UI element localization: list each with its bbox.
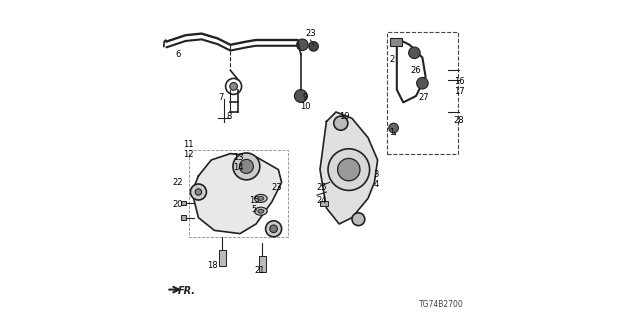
Circle shape	[270, 225, 278, 233]
Text: 28: 28	[454, 116, 465, 124]
Text: 3: 3	[373, 170, 379, 179]
Text: 25: 25	[316, 183, 327, 192]
Text: 2: 2	[389, 55, 395, 64]
Circle shape	[230, 83, 237, 90]
Text: 17: 17	[454, 87, 465, 96]
Ellipse shape	[255, 195, 268, 203]
Circle shape	[338, 158, 360, 181]
Text: 6: 6	[175, 50, 180, 59]
FancyBboxPatch shape	[219, 250, 226, 266]
Text: 4: 4	[373, 180, 379, 188]
Text: 24: 24	[316, 196, 327, 204]
Circle shape	[334, 116, 348, 130]
Circle shape	[266, 221, 282, 237]
Ellipse shape	[258, 196, 264, 200]
Text: 7: 7	[218, 93, 223, 102]
Circle shape	[294, 90, 307, 102]
Text: 19: 19	[339, 112, 349, 121]
Text: 9: 9	[303, 93, 308, 102]
Circle shape	[191, 184, 206, 200]
Text: 1: 1	[389, 128, 395, 137]
Circle shape	[233, 153, 260, 180]
Ellipse shape	[255, 207, 268, 215]
Text: 10: 10	[300, 102, 311, 111]
Text: 27: 27	[419, 93, 429, 102]
Text: 18: 18	[207, 261, 218, 270]
FancyBboxPatch shape	[182, 215, 186, 220]
Text: 20: 20	[172, 200, 183, 209]
Polygon shape	[192, 154, 282, 234]
Ellipse shape	[258, 209, 264, 213]
Circle shape	[195, 189, 202, 195]
Text: 23: 23	[305, 29, 316, 38]
Circle shape	[308, 42, 319, 51]
FancyBboxPatch shape	[259, 256, 266, 272]
Text: 13: 13	[233, 153, 244, 162]
Circle shape	[352, 213, 365, 226]
Text: 15: 15	[249, 196, 260, 204]
FancyBboxPatch shape	[320, 201, 328, 206]
Text: 12: 12	[184, 150, 194, 159]
Circle shape	[417, 77, 428, 89]
Circle shape	[409, 47, 420, 59]
Text: 14: 14	[233, 163, 244, 172]
Polygon shape	[320, 112, 378, 224]
Text: FR.: FR.	[178, 286, 196, 296]
Text: 5: 5	[252, 205, 257, 214]
Circle shape	[328, 149, 370, 190]
Text: 26: 26	[411, 66, 421, 75]
Text: 8: 8	[226, 112, 232, 121]
Text: 16: 16	[454, 77, 465, 86]
FancyBboxPatch shape	[390, 38, 402, 46]
Text: 22: 22	[172, 178, 183, 187]
Text: 11: 11	[184, 140, 194, 149]
Circle shape	[297, 39, 308, 51]
Circle shape	[388, 123, 398, 133]
FancyBboxPatch shape	[182, 201, 186, 205]
Circle shape	[239, 159, 253, 173]
Text: 23: 23	[271, 183, 282, 192]
Text: TG74B2700: TG74B2700	[419, 300, 464, 309]
Text: 21: 21	[254, 266, 264, 275]
